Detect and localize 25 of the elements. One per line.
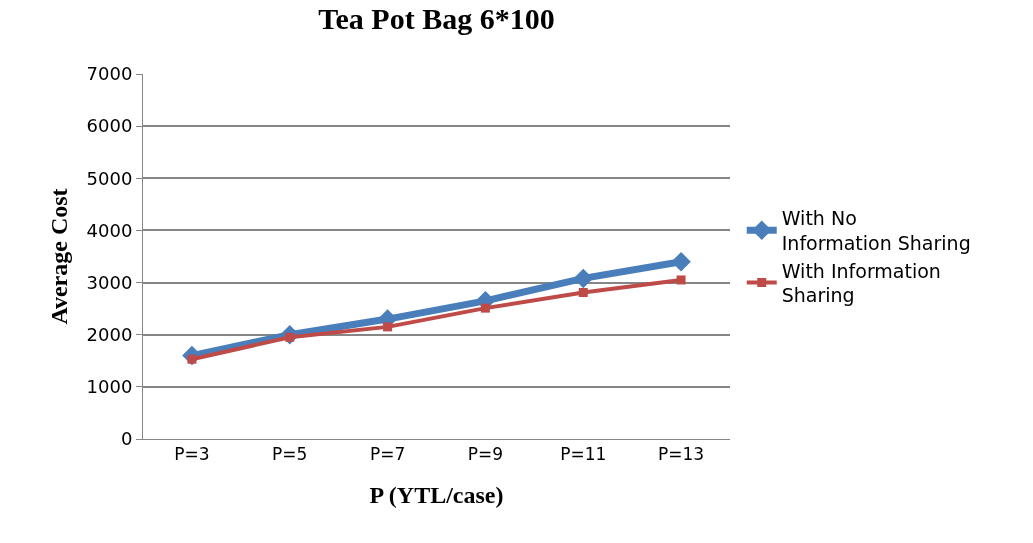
- y-tick-label: 6000: [86, 115, 133, 137]
- chart-title: Tea Pot Bag 6*100: [318, 2, 555, 36]
- point: [383, 322, 393, 332]
- y-tick-label: 0: [120, 428, 133, 450]
- x-tick-label: P=5: [272, 444, 308, 465]
- point: [676, 275, 686, 285]
- point: [573, 268, 593, 289]
- x-tick-label: P=3: [174, 444, 210, 465]
- y-axis-title: Average Cost: [45, 188, 72, 325]
- x-tick-label: P=9: [467, 444, 504, 465]
- point: [671, 251, 691, 272]
- y-tick-label: 5000: [86, 167, 133, 189]
- point: [578, 287, 588, 297]
- legend-label: With No Information Sharing: [781, 207, 971, 254]
- point: [480, 303, 490, 313]
- legend-label: With Information Sharing: [781, 259, 941, 307]
- x-tick-label: P=7: [369, 444, 406, 465]
- y-tick-label: 3000: [86, 271, 133, 293]
- y-tick-label: 4000: [86, 219, 133, 241]
- x-tick-label: P=11: [560, 444, 607, 465]
- y-tick-label: 1000: [86, 376, 133, 398]
- x-axis-title: P (YTL/case): [369, 481, 504, 508]
- x-tick-label: P=13: [658, 444, 705, 465]
- y-tick-label: 2000: [86, 324, 133, 346]
- y-tick-label: 7000: [86, 63, 133, 85]
